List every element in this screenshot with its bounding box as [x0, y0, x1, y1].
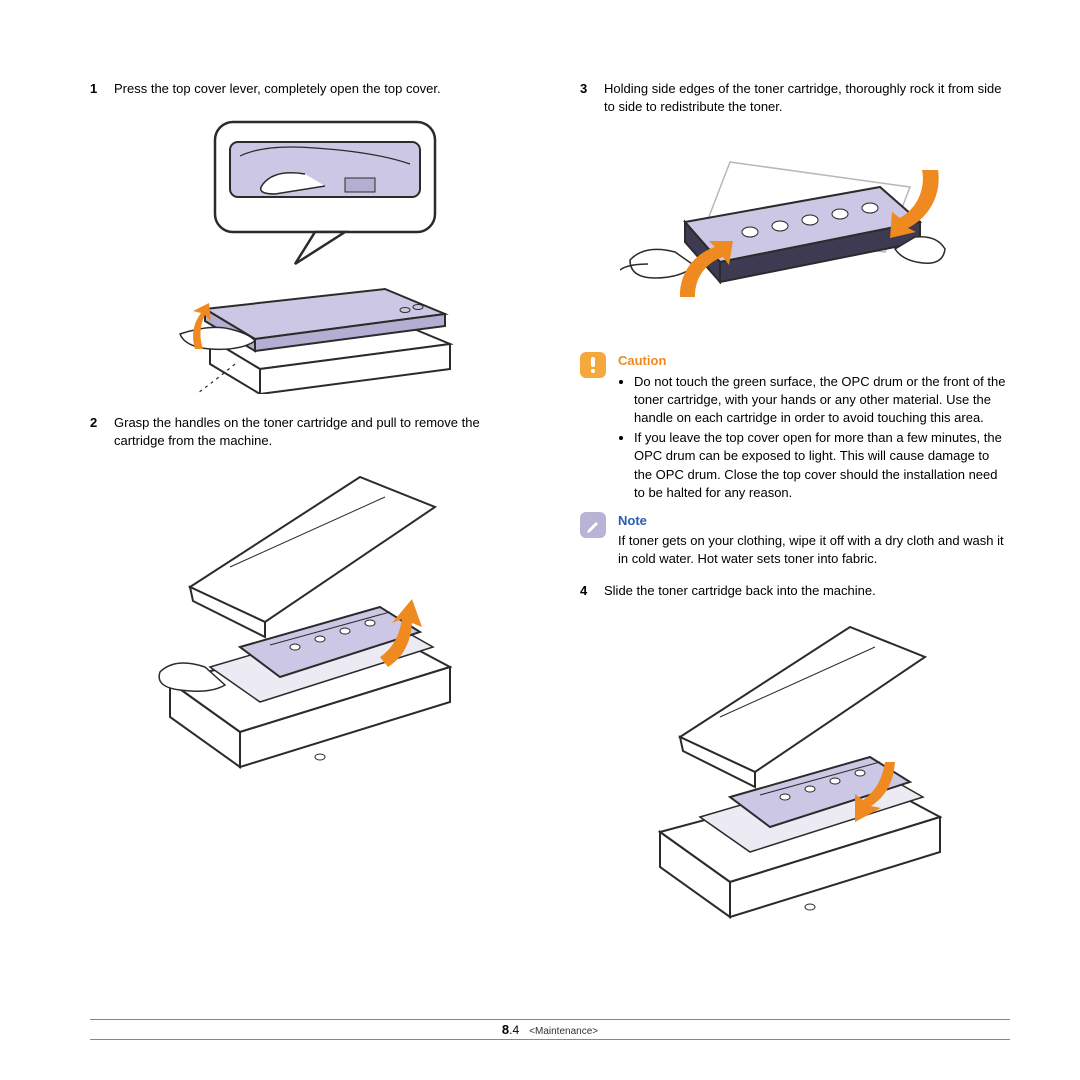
step-2: 2 Grasp the handles on the toner cartrid…: [90, 414, 520, 450]
section-label: <Maintenance>: [529, 1026, 598, 1037]
step-text: Grasp the handles on the toner cartridge…: [114, 414, 520, 450]
figure-step2: [90, 467, 520, 787]
step-number: 1: [90, 80, 102, 98]
caution-title: Caution: [618, 352, 1010, 370]
note-callout: Note If toner gets on your clothing, wip…: [580, 512, 1010, 569]
figure-step4: [580, 617, 1010, 937]
step-number: 2: [90, 414, 102, 450]
step-number: 3: [580, 80, 592, 116]
page-number-minor: .4: [509, 1023, 519, 1037]
note-text: If toner gets on your clothing, wipe it …: [618, 532, 1010, 568]
step-text: Holding side edges of the toner cartridg…: [604, 80, 1010, 116]
note-body: Note If toner gets on your clothing, wip…: [618, 512, 1010, 569]
note-title: Note: [618, 512, 1010, 530]
right-column: 3 Holding side edges of the toner cartri…: [580, 80, 1010, 957]
caution-list: Do not touch the green surface, the OPC …: [618, 373, 1010, 502]
remove-cartridge-illustration: [135, 467, 475, 787]
left-column: 1 Press the top cover lever, completely …: [90, 80, 520, 957]
figure-step1: [90, 114, 520, 394]
page-content: 1 Press the top cover lever, completely …: [0, 0, 1080, 987]
caution-callout: Caution Do not touch the green surface, …: [580, 352, 1010, 504]
rock-cartridge-illustration: [620, 132, 970, 332]
step-text: Slide the toner cartridge back into the …: [604, 582, 1010, 600]
caution-icon: [580, 352, 606, 378]
step-4: 4 Slide the toner cartridge back into th…: [580, 582, 1010, 600]
open-cover-illustration: [145, 114, 465, 394]
caution-bullet: If you leave the top cover open for more…: [634, 429, 1010, 502]
note-icon: [580, 512, 606, 538]
page-footer: 8.4 <Maintenance>: [90, 1019, 1010, 1040]
caution-body: Caution Do not touch the green surface, …: [618, 352, 1010, 504]
step-1: 1 Press the top cover lever, completely …: [90, 80, 520, 98]
insert-cartridge-illustration: [625, 617, 965, 937]
figure-step3: [580, 132, 1010, 332]
caution-bullet: Do not touch the green surface, the OPC …: [634, 373, 1010, 428]
step-3: 3 Holding side edges of the toner cartri…: [580, 80, 1010, 116]
step-number: 4: [580, 582, 592, 600]
step-text: Press the top cover lever, completely op…: [114, 80, 520, 98]
